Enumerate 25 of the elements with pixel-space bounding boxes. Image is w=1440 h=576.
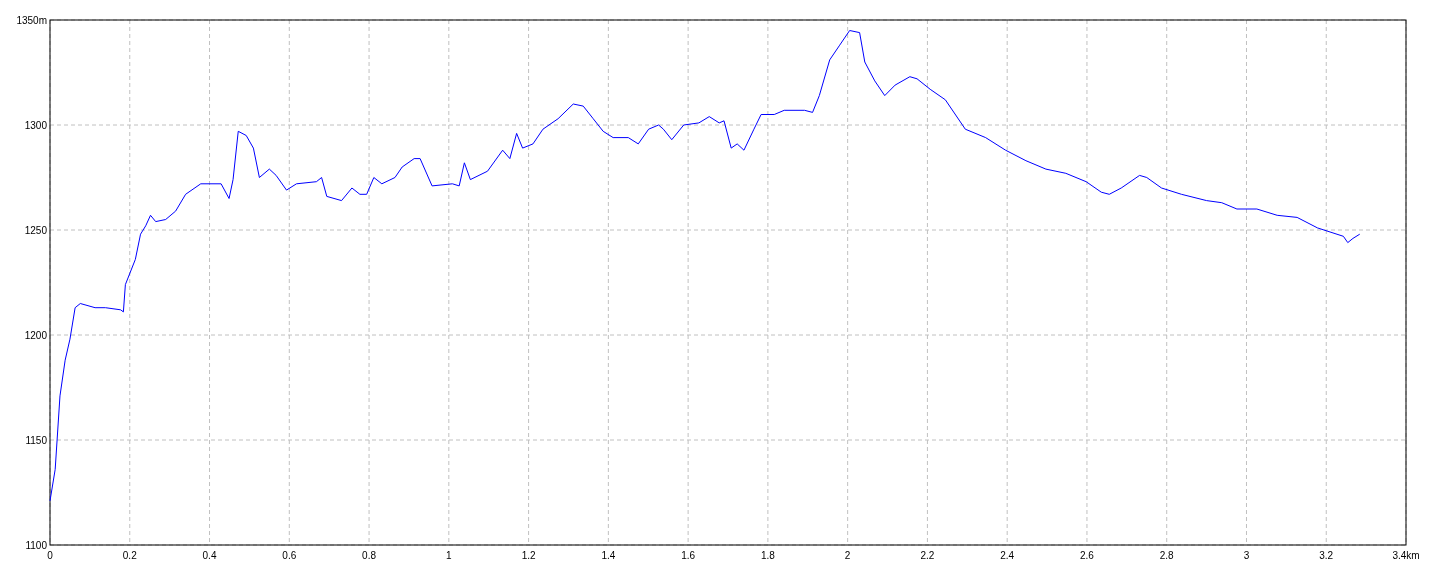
- x-tick-label: 1.8: [760, 550, 776, 561]
- x-tick-label: 2.8: [1159, 550, 1175, 561]
- line-series: [49, 30, 1361, 502]
- x-tick-label: 0.6: [282, 550, 297, 561]
- x-tick-label: 3.2: [1319, 550, 1334, 561]
- x-tick-label: 3.4km: [1392, 550, 1420, 561]
- x-tick-label: 1.2: [521, 550, 536, 561]
- y-tick-label: 1200: [24, 330, 48, 341]
- y-tick-label: 1250: [24, 225, 48, 236]
- y-tick-label: 1150: [25, 435, 48, 446]
- x-tick-label: 2.6: [1079, 550, 1095, 561]
- x-tick-label: 1.6: [681, 550, 696, 561]
- y-tick-label: 1100: [25, 540, 48, 551]
- x-tick-label: 2.4: [1000, 550, 1015, 561]
- y-tick-label: 1300: [24, 120, 48, 131]
- y-tick-label: 1350m: [16, 15, 47, 26]
- x-tick-label: 0.8: [362, 550, 377, 561]
- x-tick-label: 2: [844, 550, 851, 561]
- x-tick-label: 0.4: [202, 550, 217, 561]
- x-tick-label: 3: [1243, 550, 1250, 561]
- x-tick-label: 1.4: [601, 550, 616, 561]
- x-tick-label: 2.2: [920, 550, 935, 561]
- x-tick-label: 0: [47, 550, 54, 561]
- x-tick-label: 0.2: [122, 550, 138, 561]
- x-tick-label: 1: [446, 550, 453, 561]
